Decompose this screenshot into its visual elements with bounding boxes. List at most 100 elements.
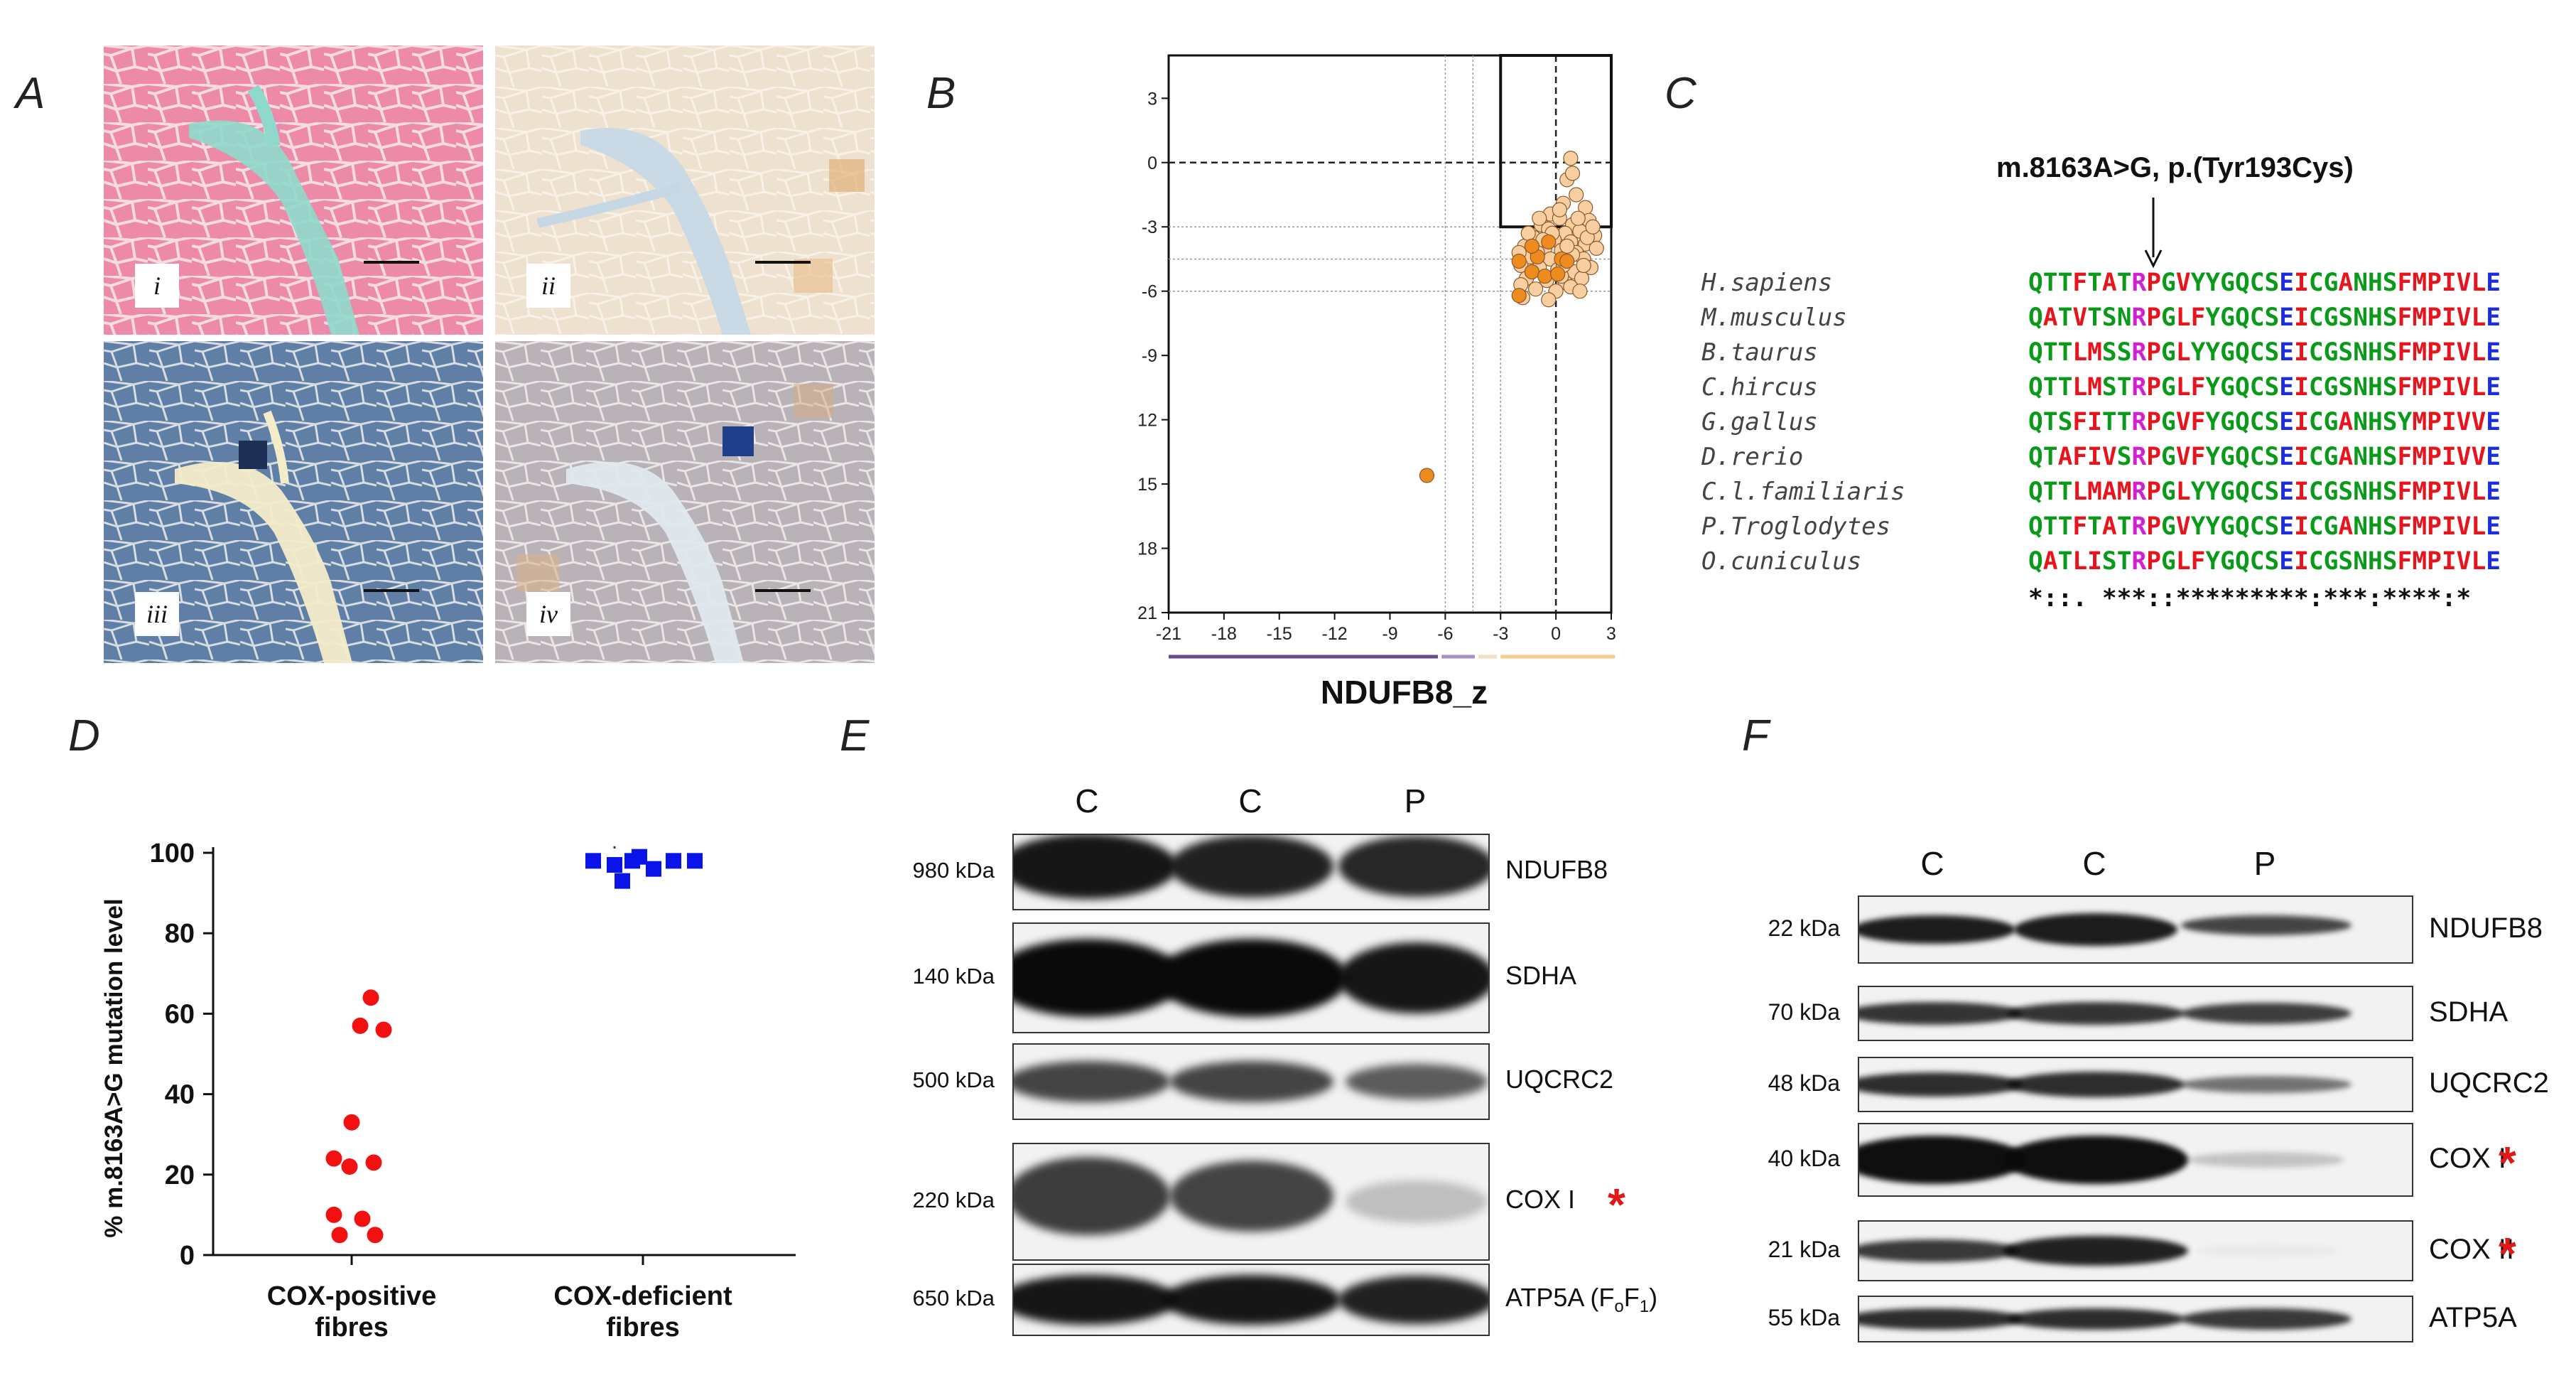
residue: P (2427, 443, 2442, 471)
residue: C (2308, 408, 2324, 436)
residue: G (2323, 373, 2339, 402)
residue: A (2042, 303, 2058, 332)
residue: C (2308, 512, 2324, 541)
residue: T (2042, 443, 2058, 471)
residue: A (2338, 408, 2354, 436)
protein-label: UQCRC2 (1505, 1065, 1613, 1094)
blot-strip (1012, 922, 1490, 1033)
residue: E (2486, 269, 2501, 297)
residue: G (2323, 547, 2339, 576)
sequence-row: QTTFTATRPGVYYGQCSEICGANHSFMPIVLE (2028, 510, 2501, 544)
data-point-cox-deficient (615, 873, 630, 889)
sequence-row: QATVTSNRPGLFYGQCSEICGSNHSFMPIVLE (2028, 301, 2501, 335)
species-name: P.Troglodytes (1701, 512, 1891, 541)
micrograph-tag: iii (135, 592, 179, 636)
residue: Y (2190, 338, 2206, 367)
molecular-weight-label: 22 kDa (1768, 915, 1840, 941)
residue: L (2471, 269, 2486, 297)
residue: S (2382, 478, 2398, 506)
sequence-row: QTTLMAMRPGLYYGQCSEICGSNHSFMPIVLE (2028, 475, 2501, 509)
residue: P (2146, 373, 2162, 402)
residue: C (2249, 408, 2265, 436)
scatter-chart-b: -21 -18 -15 -12 -9 -6 -3 0 3 3 0 -3 -6 -9 -12 -15 -18 -21… (1137, 54, 1616, 711)
residue: N (2353, 443, 2368, 471)
residue: V (2072, 303, 2088, 332)
residue: C (2308, 303, 2324, 332)
micrograph-sdh: iii (104, 341, 483, 663)
x-tick-label: -21 (1156, 624, 1181, 644)
residue: M (2412, 373, 2428, 402)
molecular-weight-label: 55 kDa (1768, 1305, 1840, 1330)
x-tick-label: -18 (1211, 624, 1237, 644)
residue: P (2427, 512, 2442, 541)
residue: Q (2028, 478, 2043, 506)
protein-name: UQCRC2 (2429, 1067, 2549, 1099)
residue: A (2338, 443, 2354, 471)
residue: L (2175, 303, 2191, 332)
blot-band (1014, 1157, 1170, 1235)
residue: N (2353, 303, 2368, 332)
residue: Y (2205, 373, 2221, 402)
micrograph-tag: i (135, 264, 179, 308)
data-point-cox-deficient (687, 853, 703, 869)
category-label: fibres (606, 1313, 679, 1342)
y-tick-label: -15 (1137, 475, 1157, 495)
micrograph-tag: iv (526, 592, 570, 636)
panel-label-f: F (1742, 711, 1769, 760)
y-tick-label: -6 (1142, 282, 1157, 302)
data-point-cox-positive (352, 1017, 369, 1034)
scale-bar (364, 261, 419, 264)
residue: L (2471, 547, 2486, 576)
protein-name: COX I (1505, 1185, 1576, 1214)
panel-label-e: E (840, 711, 870, 760)
blot-band (1170, 835, 1333, 898)
x-tick-label: -9 (1382, 624, 1397, 644)
sequence-row: QTTLMSTRPGLFYGQCSEICGSNHSFMPIVLE (2028, 370, 2501, 404)
residue: R (2131, 547, 2147, 576)
data-point-normal (1569, 187, 1584, 203)
residue: Y (2190, 512, 2206, 541)
residue: S (2264, 373, 2280, 402)
residue: M (2412, 338, 2428, 367)
residue: S (2264, 303, 2280, 332)
residue: N (2353, 547, 2368, 576)
lane-label: P (1404, 782, 1427, 819)
protein-label: SDHA (1505, 961, 1576, 991)
micrograph-coxsdh: iv (495, 341, 875, 663)
residue: E (2279, 373, 2295, 402)
blot-band (2007, 1072, 2185, 1097)
residue: F (2397, 373, 2413, 402)
residue: Q (2028, 373, 2043, 402)
residue: G (2323, 408, 2339, 436)
blot-strip (1012, 1264, 1490, 1336)
blot-band (1859, 1002, 2023, 1025)
blot-strip (1858, 895, 2413, 964)
protein-label: NDUFB8 (2429, 913, 2543, 944)
residue: Y (2397, 408, 2413, 436)
residue: P (2427, 547, 2442, 576)
residue: S (2382, 547, 2398, 576)
stray-mark: . (612, 830, 617, 854)
residue: N (2353, 512, 2368, 541)
residue: V (2456, 338, 2472, 367)
residue: G (2220, 269, 2235, 297)
residue: G (2161, 547, 2176, 576)
blot-strip (1858, 1057, 2413, 1112)
residue: S (2101, 338, 2117, 367)
blot-strip (1858, 1220, 2413, 1281)
residue: C (2249, 443, 2265, 471)
residue: Q (2234, 373, 2250, 402)
residue: R (2131, 269, 2147, 297)
blot-strip (1858, 986, 2413, 1041)
residue: P (2146, 303, 2162, 332)
residue: F (2397, 303, 2413, 332)
residue: R (2131, 408, 2147, 436)
residue: N (2353, 478, 2368, 506)
species-name: C.l.familiaris (1701, 478, 1905, 506)
data-point-normal (1585, 219, 1601, 235)
residue: Y (2190, 269, 2206, 297)
residue: T (2116, 269, 2132, 297)
residue: V (2456, 408, 2472, 436)
sequence-row: QTTFTATRPGVYYGQCSEICGANHSFMPIVLE (2028, 266, 2501, 300)
residue: I (2087, 408, 2102, 436)
